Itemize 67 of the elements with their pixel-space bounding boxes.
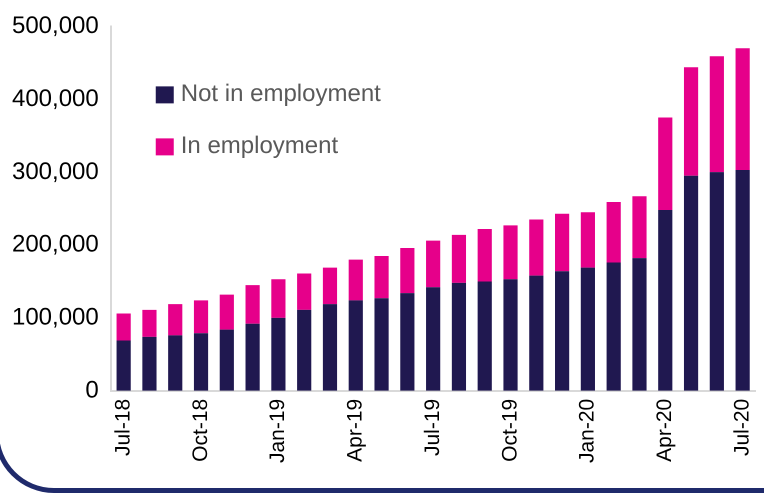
bar xyxy=(322,268,338,304)
bar xyxy=(503,279,518,391)
bar xyxy=(297,310,312,391)
bar xyxy=(322,304,338,391)
bar xyxy=(580,268,595,391)
x-tick-label: Jan-20 xyxy=(576,398,599,464)
x-tick-label: Jul-19 xyxy=(420,398,444,456)
bar xyxy=(426,240,440,288)
bar xyxy=(348,260,363,300)
bar xyxy=(478,281,492,391)
bar xyxy=(142,310,157,337)
bar xyxy=(168,304,182,336)
y-tick-label: 300,000 xyxy=(12,158,99,185)
bar xyxy=(658,210,672,391)
bar xyxy=(529,220,544,276)
bar xyxy=(400,248,414,294)
x-tick-label: Oct-18 xyxy=(188,398,212,462)
x-tick-label: Apr-20 xyxy=(653,398,676,462)
bar xyxy=(452,282,466,391)
bar xyxy=(555,214,570,272)
bar xyxy=(606,202,621,263)
y-tick-label: 500,000 xyxy=(12,12,99,40)
bar xyxy=(452,234,466,283)
bar xyxy=(116,314,131,341)
bar xyxy=(271,279,286,318)
x-tick-label: Jul-18 xyxy=(111,398,134,456)
bar xyxy=(632,196,647,258)
bar xyxy=(736,170,750,391)
x-tick-label: Jan-19 xyxy=(266,398,290,464)
bar xyxy=(580,212,595,268)
bar xyxy=(736,48,750,170)
bar xyxy=(297,273,312,310)
bar xyxy=(246,285,260,324)
bar xyxy=(529,276,544,391)
bar xyxy=(194,300,208,334)
bar xyxy=(116,340,131,391)
bar xyxy=(710,56,724,172)
x-tick-label: Jul-20 xyxy=(730,398,754,456)
bar xyxy=(220,330,234,391)
bar xyxy=(478,229,492,282)
bar xyxy=(168,335,182,391)
bar xyxy=(606,262,621,391)
bar xyxy=(658,118,672,210)
legend-label: Not in employment xyxy=(180,80,382,108)
bar xyxy=(684,67,698,176)
bar xyxy=(142,336,157,391)
bar xyxy=(246,324,260,391)
bar xyxy=(555,271,570,391)
x-tick-label: Oct-19 xyxy=(498,398,522,462)
bar xyxy=(632,258,647,391)
bar xyxy=(400,293,414,391)
bar xyxy=(503,225,518,280)
x-tick-label: Apr-19 xyxy=(344,398,367,462)
bar xyxy=(426,287,440,391)
bar xyxy=(220,294,234,330)
bar xyxy=(710,172,724,391)
y-tick-label: 200,000 xyxy=(12,230,99,258)
bar xyxy=(271,318,286,391)
bar xyxy=(194,333,208,391)
bar xyxy=(348,300,363,391)
legend-label: In employment xyxy=(180,132,338,160)
bar xyxy=(374,298,389,391)
bar xyxy=(684,176,698,391)
y-tick-label: 400,000 xyxy=(12,84,99,112)
y-tick-label: 100,000 xyxy=(12,304,99,331)
y-tick-label: 0 xyxy=(85,376,99,404)
bar xyxy=(374,256,389,298)
